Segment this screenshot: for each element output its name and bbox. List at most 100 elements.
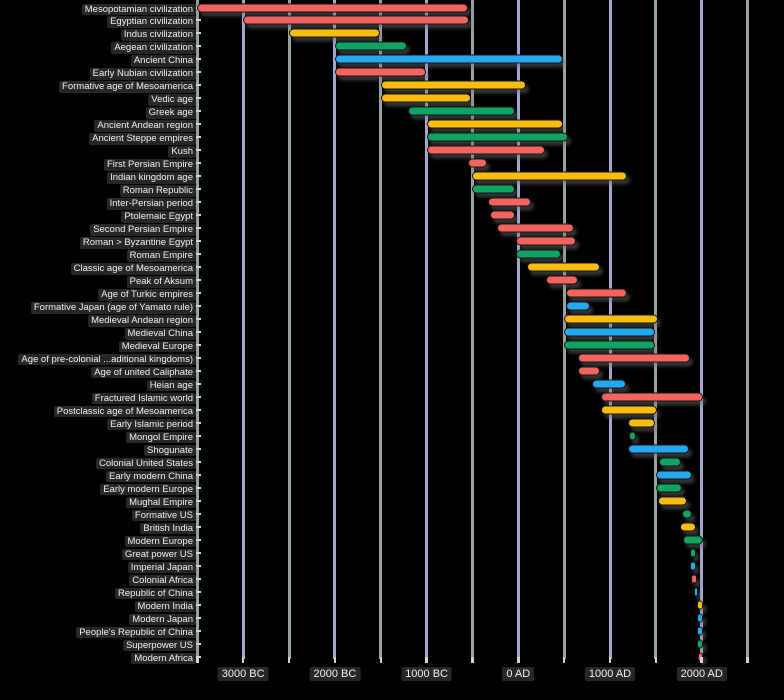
timeline-bar (698, 652, 703, 661)
row-label-wrap: Colonial Africa (129, 570, 196, 588)
row-label: Early Islamic period (107, 418, 196, 431)
y-axis-tick (196, 318, 201, 321)
row-label: Colonial United States (96, 457, 196, 470)
x-axis-label-wrap: 2000 AD (676, 664, 727, 682)
x-axis-tick (241, 657, 245, 663)
minor-gridline (746, 0, 750, 659)
y-axis-tick (196, 58, 201, 61)
timeline-bar (628, 444, 689, 454)
row-label-wrap: Age of united Caliphate (91, 362, 196, 380)
row-label: Early modern Europe (100, 483, 196, 496)
x-axis-tick (517, 657, 520, 663)
row-label: Age of pre-colonial ...aditional kingdom… (18, 353, 196, 366)
row-label: Indian kingdom age (107, 172, 196, 184)
row-label-wrap: Ptolemaic Egypt (121, 206, 196, 224)
row-label-wrap: Peak of Aksum (126, 271, 196, 289)
row-label-wrap: Second Persian Empire (90, 219, 196, 237)
y-axis-tick (196, 551, 201, 554)
major-gridline (333, 0, 337, 659)
y-axis-tick (196, 473, 201, 476)
y-axis-tick (196, 292, 201, 295)
row-label-wrap: Superpower US (122, 635, 196, 653)
x-axis-label-wrap: 3000 BC (217, 664, 269, 682)
row-label: Greek age (145, 107, 196, 119)
y-axis-tick (196, 525, 201, 528)
y-axis-tick (196, 162, 201, 165)
timeline-bar (577, 353, 690, 363)
y-axis-tick (196, 499, 201, 502)
x-axis-label: 2000 BC (309, 667, 361, 681)
row-label-wrap: Imperial Japan (127, 557, 196, 575)
timeline-bar (679, 522, 697, 532)
row-label-wrap: Mesopotamian civilization (81, 0, 196, 17)
timeline-bar (426, 132, 568, 142)
row-label-wrap: Inter-Persian period (106, 193, 196, 211)
x-axis-tick (425, 657, 428, 663)
y-axis-tick (196, 71, 201, 74)
row-label: Medieval China (124, 328, 196, 340)
row-label-wrap: Postclassic age of Mesoamerica (53, 401, 196, 419)
row-label-wrap: Formative US (131, 505, 196, 523)
timeline-bar (564, 340, 655, 350)
minor-gridline (470, 0, 474, 659)
row-label-wrap: Modern India (134, 596, 196, 614)
y-axis-tick (196, 577, 201, 580)
timeline-bar (515, 236, 576, 246)
row-label: Ancient Andean region (94, 120, 196, 132)
row-label-wrap: Modern Europe (124, 531, 196, 549)
row-label: Postclassic age of Mesoamerica (53, 405, 196, 418)
row-label: Modern Africa (131, 652, 196, 664)
row-label-wrap: Colonial United States (96, 453, 196, 471)
row-label-wrap: People's Republic of China (76, 622, 196, 640)
timeline-bar (565, 288, 628, 298)
row-label: Imperial Japan (127, 561, 196, 574)
timeline-bar (655, 483, 683, 493)
y-axis-tick (196, 201, 201, 204)
row-label: Heian age (146, 379, 196, 392)
row-label-wrap: Indus civilization (120, 24, 196, 42)
minor-gridline (654, 0, 658, 659)
row-label: Kush (168, 146, 196, 158)
timeline-bar (697, 626, 703, 636)
timeline-bar (600, 405, 657, 415)
timeline-bar (545, 275, 578, 285)
major-gridline (516, 0, 520, 659)
timeline-bar (683, 535, 703, 545)
row-label: Republic of China (115, 587, 196, 600)
y-axis-tick (196, 356, 201, 359)
row-label: Roman Republic (119, 185, 196, 197)
timeline-bar (426, 145, 545, 155)
row-label: Early Nubian civilization (89, 68, 196, 80)
major-gridline (241, 0, 245, 659)
y-axis-tick (196, 512, 201, 515)
y-axis-tick (196, 149, 201, 152)
y-axis-tick (196, 395, 201, 398)
y-axis-tick (196, 240, 201, 243)
row-label-wrap: Shogunate (144, 440, 196, 458)
row-label-wrap: Early Nubian civilization (89, 63, 196, 81)
timeline-bar (655, 470, 693, 480)
row-label: Medieval Andean region (88, 315, 196, 327)
row-label: Fractured Islamic world (91, 392, 196, 405)
timeline-bar (689, 548, 696, 558)
row-label: Modern Japan (129, 613, 196, 626)
timeline-bar (380, 80, 527, 90)
row-label-wrap: Mongol Empire (126, 427, 196, 445)
y-axis-tick (196, 642, 201, 645)
y-axis-tick (196, 343, 201, 346)
timeline-bar (690, 574, 698, 584)
x-axis-tick (562, 657, 566, 663)
x-axis-label-wrap: 1000 BC (401, 664, 452, 682)
y-axis-tick (196, 19, 201, 22)
major-gridline (425, 0, 429, 659)
row-label-wrap: Medieval Europe (118, 336, 196, 354)
row-label-wrap: Republic of China (115, 583, 196, 601)
row-label-wrap: Medieval Andean region (88, 310, 196, 328)
x-axis-tick (654, 657, 658, 663)
row-label-wrap: Roman Empire (126, 245, 196, 263)
y-axis-tick (196, 421, 201, 424)
x-axis-tick (379, 657, 382, 663)
y-axis-tick (196, 564, 201, 567)
row-label-wrap: Mughal Empire (126, 492, 196, 510)
row-label: Roman > Byzantine Egypt (79, 237, 196, 249)
